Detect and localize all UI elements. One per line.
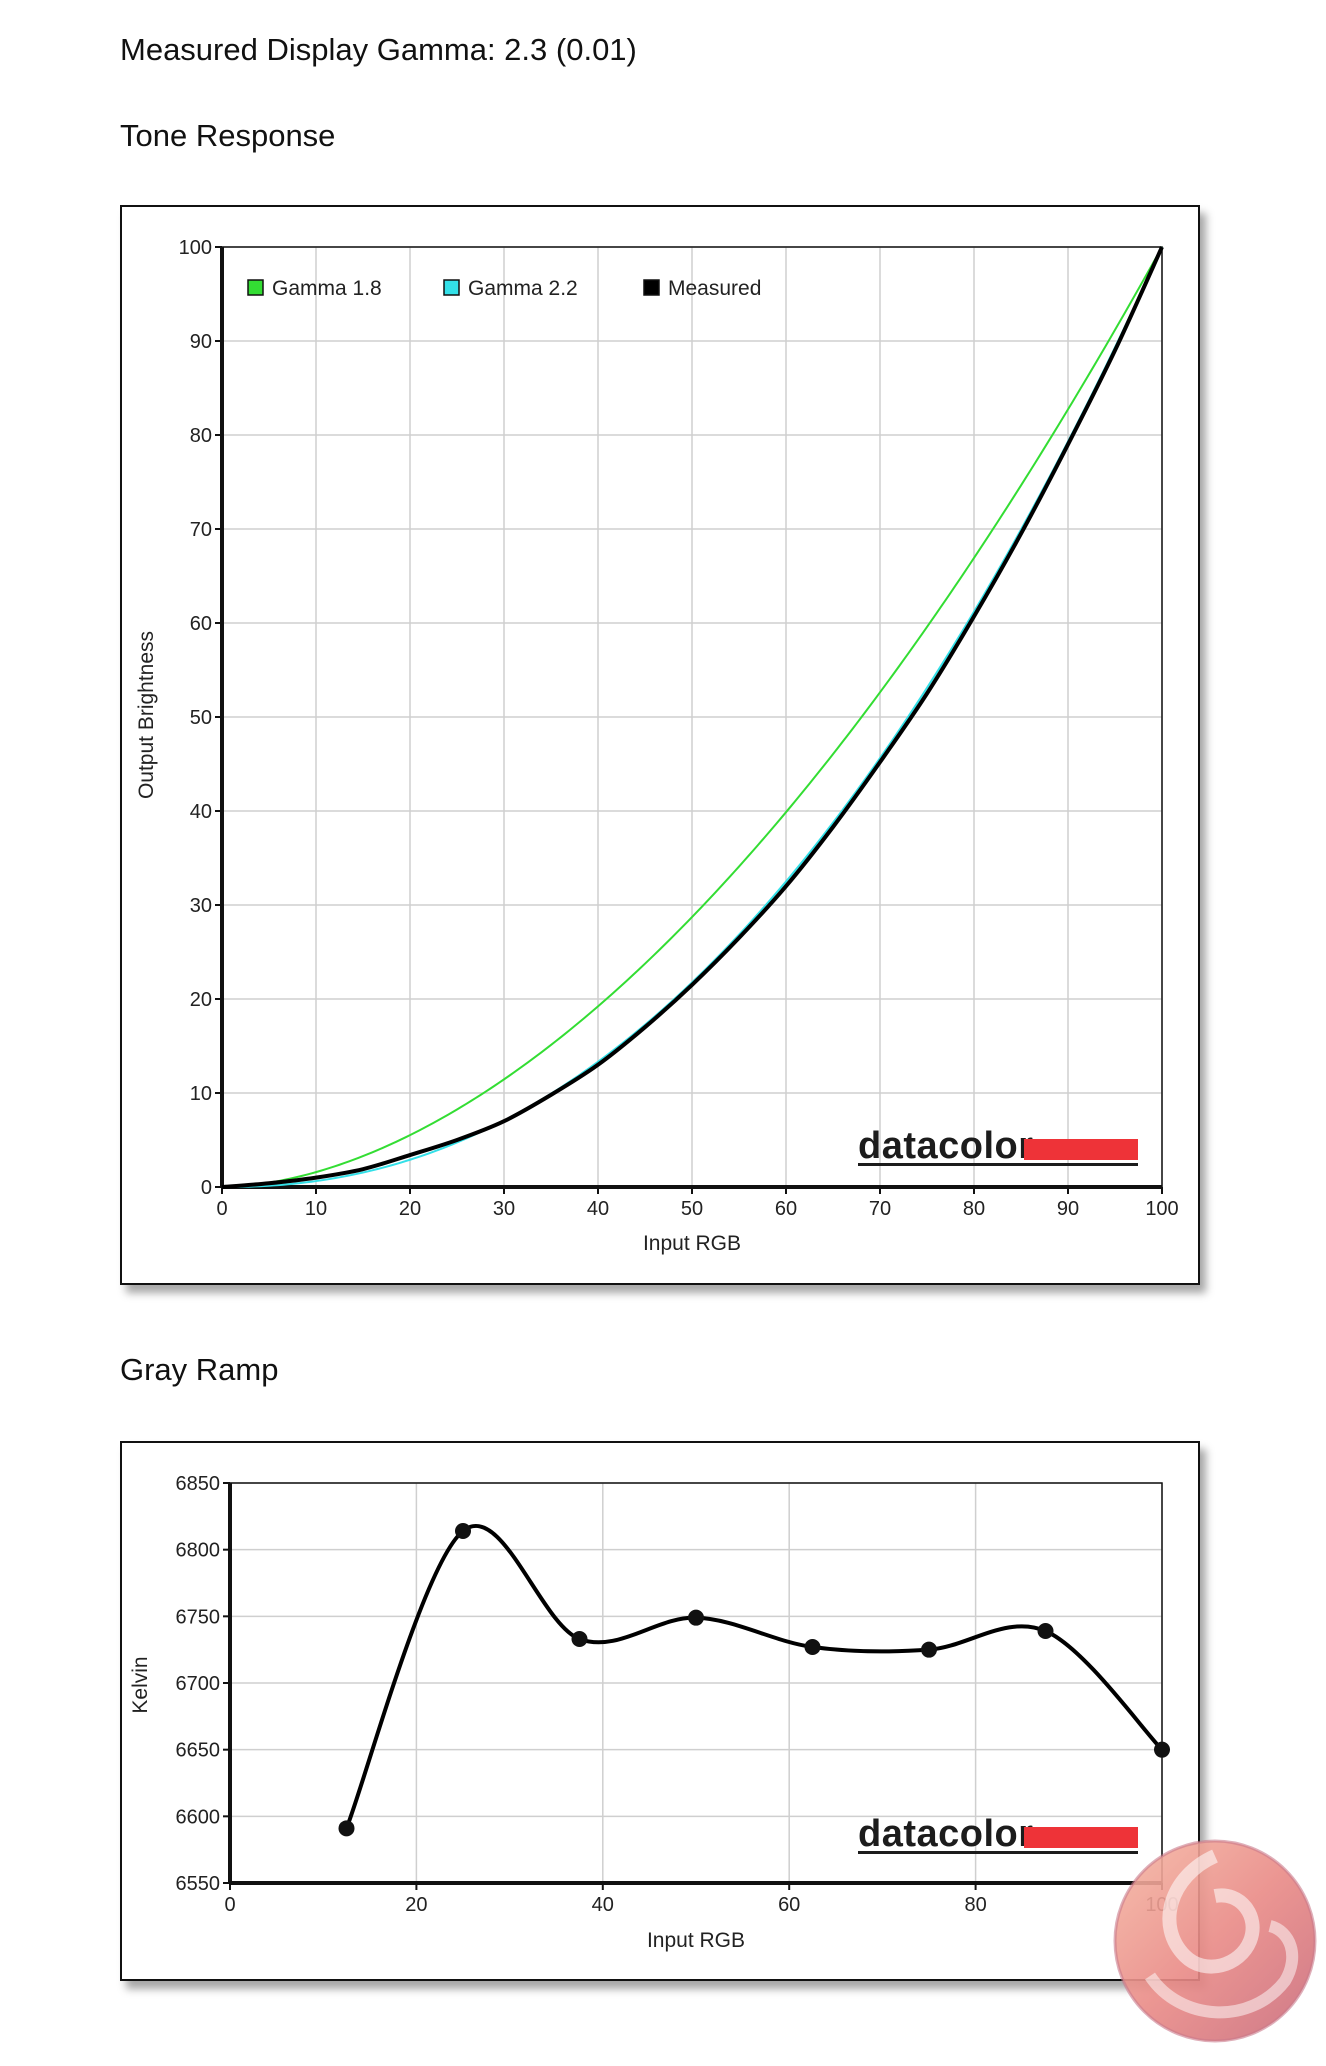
brand-logo-icon [1113,1839,1317,2043]
tone-response-chart: 0 10 20 30 40 50 60 70 80 90 100 0 10 20 30 40 50 60 70 80… [135,237,1179,1255]
kelvin-data-point [688,1609,704,1626]
x-tick-label: 80 [964,1894,986,1916]
x-tick-label: 60 [778,1894,800,1916]
y-tick-label: 80 [190,425,212,447]
datacolor-logo: datacolor [858,1813,1138,1855]
x-tick-label: 30 [493,1198,515,1220]
y-tick-label: 30 [190,895,212,917]
legend-swatch [247,279,264,296]
tone-response-chart-panel: 0 10 20 30 40 50 60 70 80 90 100 0 10 20 30 40 50 60 70 80… [120,205,1200,1285]
y-tick-label: 60 [190,613,212,635]
kelvin-data-point [921,1641,937,1658]
y-tick-label: 6850 [176,1473,221,1495]
y-tick-label: 50 [190,707,212,729]
series-line-gamma-1-8 [221,246,1163,1188]
x-tick-label: 90 [1057,1198,1079,1220]
kelvin-data-point [571,1631,588,1647]
tone-y-axis-label: Output Brightness [135,631,158,799]
x-tick-label: 70 [869,1198,891,1220]
y-tick-label: 10 [190,1083,212,1105]
datacolor-logo-text: datacolor [858,1125,1034,1167]
y-tick-label: 40 [190,801,212,823]
legend-label: Measured [668,277,761,300]
measured-gamma-heading: Measured Display Gamma: 2.3 (0.01) [120,32,637,67]
kelvin-data-point [338,1820,355,1837]
gray-ramp-chart: 020406080100 655066006650670067506800685… [129,1473,1179,1952]
x-tick-label: 20 [399,1198,421,1220]
series-line-measured [221,246,1164,1189]
legend-label: Gamma 1.8 [272,277,382,300]
datacolor-logo-text: datacolor [858,1813,1034,1855]
y-tick-label: 6750 [176,1606,221,1628]
datacolor-logo: datacolor [858,1125,1138,1167]
gray-y-axis-label: Kelvin [129,1656,152,1713]
kelvin-series-line [344,1524,1164,1830]
kelvin-data-point [1037,1623,1054,1639]
x-tick-label: 20 [405,1894,427,1916]
kelvin-data-point [455,1523,471,1539]
x-tick-label: 50 [681,1198,703,1220]
gray-ramp-chart-panel: 020406080100 655066006650670067506800685… [120,1441,1200,1981]
gray-x-axis-label: Input RGB [647,1929,745,1952]
x-tick-label: 10 [305,1198,327,1220]
x-tick-label: 0 [216,1198,227,1220]
tone-response-heading: Tone Response [120,118,336,153]
y-tick-label: 100 [179,237,212,259]
y-tick-label: 0 [201,1177,212,1199]
legend-swatch [643,279,660,296]
y-tick-label: 20 [190,989,212,1011]
y-tick-label: 90 [190,331,212,353]
kelvin-data-point [1154,1741,1170,1758]
y-tick-label: 6800 [176,1540,221,1562]
x-tick-label: 0 [224,1894,235,1916]
x-tick-label: 40 [587,1198,609,1220]
x-tick-label: 40 [592,1894,614,1916]
x-tick-label: 100 [1145,1198,1178,1220]
kelvin-data-point [804,1639,821,1655]
y-tick-label: 6700 [176,1673,221,1695]
gray-ramp-heading: Gray Ramp [120,1352,279,1387]
y-tick-label: 6650 [176,1740,221,1762]
y-tick-label: 70 [190,519,212,541]
x-tick-label: 80 [963,1198,985,1220]
y-tick-label: 6550 [176,1873,221,1895]
tone-x-axis-label: Input RGB [643,1232,741,1255]
legend-swatch [443,279,460,296]
legend-label: Gamma 2.2 [468,277,578,300]
y-tick-label: 6600 [176,1806,221,1828]
x-tick-label: 60 [775,1198,797,1220]
